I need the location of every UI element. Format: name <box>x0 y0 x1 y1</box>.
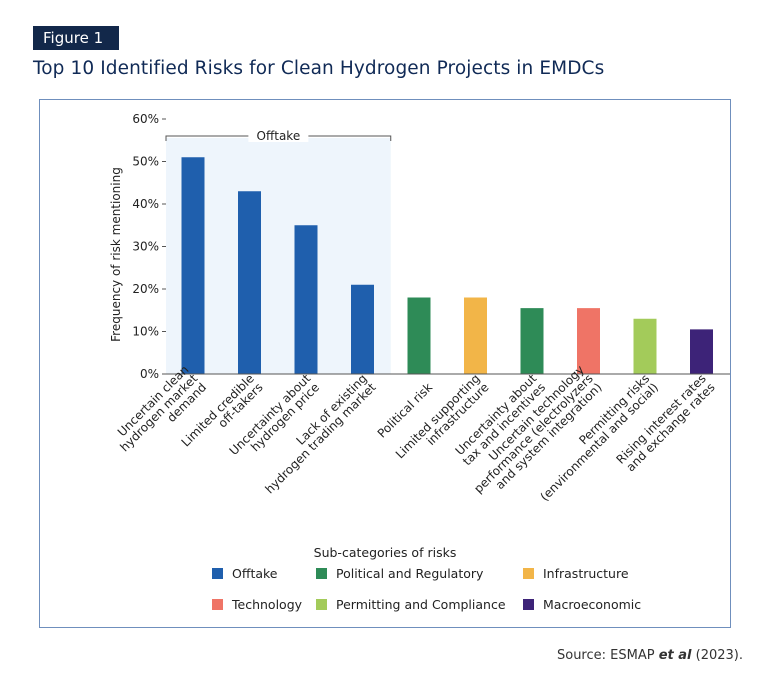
legend-item: Macroeconomic <box>523 597 641 612</box>
legend-swatch <box>316 599 327 610</box>
bar <box>577 308 600 374</box>
y-axis-title: Frequency of risk mentioning <box>109 167 123 342</box>
legend-swatch <box>316 568 327 579</box>
bar <box>464 297 487 374</box>
bar <box>690 329 713 374</box>
legend-item: Permitting and Compliance <box>316 597 506 612</box>
y-tick-label: 10% <box>132 325 159 339</box>
figure-badge: Figure 1 <box>33 26 119 50</box>
bar-chart: Offtake 0% 10% 20% 30% 40% 50% 60% Frequency of … <box>109 112 730 504</box>
bar <box>238 191 261 374</box>
legend-label: Infrastructure <box>543 566 629 581</box>
y-tick-label: 20% <box>132 282 159 296</box>
legend-swatch <box>212 599 223 610</box>
y-tick-label: 50% <box>132 155 159 169</box>
legend-swatch <box>212 568 223 579</box>
bar <box>633 318 657 374</box>
legend-label: Political and Regulatory <box>336 566 484 581</box>
source-prefix: Source: ESMAP <box>556 648 659 663</box>
legend-item: Technology <box>212 597 302 612</box>
source-suffix: (2023). <box>691 648 743 663</box>
legend-title: Sub-categories of risks <box>313 545 457 560</box>
legend-label: Technology <box>232 597 303 612</box>
bar <box>181 157 205 374</box>
legend-label: Permitting and Compliance <box>336 597 506 612</box>
y-tick-label: 40% <box>132 197 159 211</box>
legend-swatch <box>523 568 534 579</box>
legend-item: Infrastructure <box>523 566 629 581</box>
y-tick-label: 60% <box>132 112 159 126</box>
bar <box>407 297 431 374</box>
bracket-label-bg <box>248 128 309 142</box>
legend-item: Offtake <box>212 566 278 581</box>
y-tick-label: 30% <box>132 240 159 254</box>
figure-title: Top 10 Identified Risks for Clean Hydrog… <box>33 58 605 79</box>
y-tick-label: 0% <box>140 367 159 381</box>
legend-label: Offtake <box>232 566 278 581</box>
legend-label: Macroeconomic <box>543 597 642 612</box>
legend-item: Political and Regulatory <box>316 566 483 581</box>
source-note: Source: ESMAP et al (2023). <box>557 648 743 663</box>
bar <box>294 225 318 374</box>
source-italic: et al <box>658 648 692 663</box>
bar <box>520 308 544 374</box>
bar <box>351 284 374 374</box>
bracket-label: Offtake <box>257 129 301 143</box>
chart-panel: Offtake 0% 10% 20% 30% 40% 50% 60% Frequency of … <box>39 99 731 628</box>
legend-swatch <box>523 599 534 610</box>
